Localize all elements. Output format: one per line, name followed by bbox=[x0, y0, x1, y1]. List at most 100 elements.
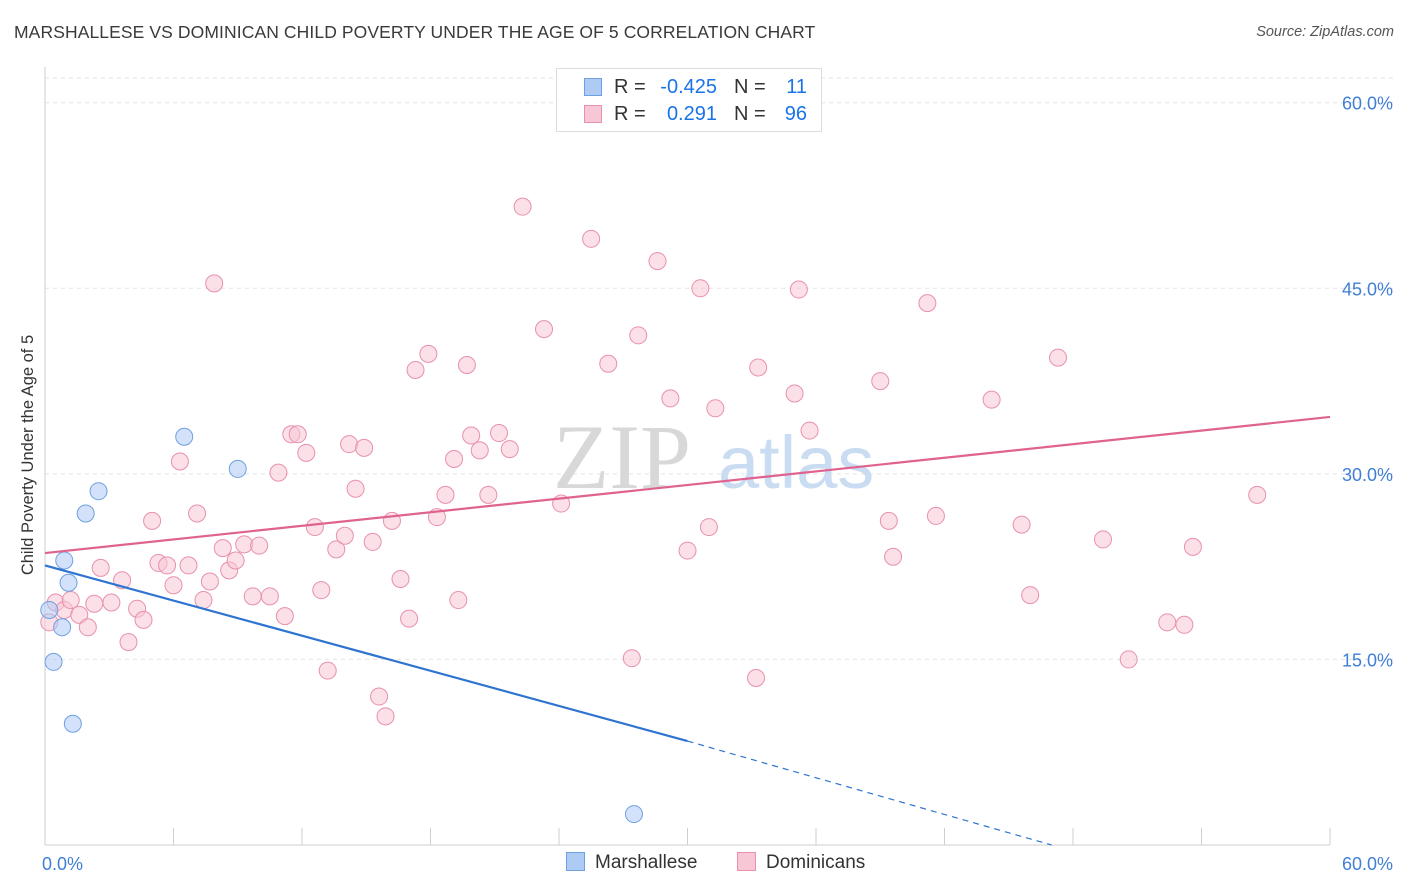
x-tick-label: 0.0% bbox=[42, 854, 83, 874]
dominicans-swatch bbox=[737, 852, 756, 871]
dominican-point bbox=[288, 425, 307, 444]
dominican-point bbox=[490, 424, 509, 443]
dominican-point bbox=[91, 558, 110, 577]
legend-item-marshallese[interactable]: Marshallese bbox=[566, 852, 697, 874]
dominican-point bbox=[205, 274, 224, 293]
dominican-point bbox=[297, 443, 316, 462]
dominican-point bbox=[119, 633, 138, 652]
dominican-point bbox=[275, 607, 294, 626]
marshallese-point bbox=[44, 652, 63, 671]
marshallese-point bbox=[89, 482, 108, 501]
y-tick-label: 30.0% bbox=[1342, 465, 1393, 485]
dominican-point bbox=[479, 485, 498, 504]
dominican-point bbox=[500, 440, 519, 459]
n-label: N = bbox=[734, 76, 766, 98]
dominican-point bbox=[134, 610, 153, 629]
dominican-point bbox=[226, 551, 245, 570]
dominican-point bbox=[749, 358, 768, 377]
marshallese-point bbox=[59, 573, 78, 592]
legend-label-dominicans: Dominicans bbox=[766, 852, 866, 873]
dominican-point bbox=[457, 356, 476, 375]
dominican-point bbox=[599, 354, 618, 373]
marshallese-point bbox=[55, 551, 74, 570]
dominican-point bbox=[235, 535, 254, 554]
data-points bbox=[40, 197, 1267, 824]
dominican-point bbox=[436, 485, 455, 504]
dominican-point bbox=[355, 438, 374, 457]
dominican-point bbox=[926, 506, 945, 525]
dominican-point bbox=[305, 518, 324, 537]
marshallese-point bbox=[40, 600, 59, 619]
grid-lines bbox=[45, 77, 1395, 660]
dominican-point bbox=[346, 479, 365, 498]
dominican-point bbox=[400, 609, 419, 628]
dominican-point bbox=[158, 556, 177, 575]
tick-labels: 15.0% 30.0% 45.0% 60.0% 0.0% 60.0% bbox=[42, 94, 1393, 874]
series-legend: Marshallese Dominicans bbox=[0, 852, 1406, 878]
legend-row-dominicans: R = 0.291 N = 96 bbox=[557, 101, 821, 129]
trend-lines bbox=[44, 415, 1331, 846]
y-axis-label: Child Poverty Under the Age of 5 bbox=[19, 335, 37, 575]
dominican-point bbox=[449, 591, 468, 610]
marshallese-swatch bbox=[566, 852, 585, 871]
dominican-point bbox=[699, 518, 718, 537]
dominican-point bbox=[70, 605, 89, 624]
dominican-point bbox=[691, 279, 710, 298]
watermark-atlas: atlas bbox=[718, 421, 874, 504]
marshallese-point bbox=[76, 504, 95, 523]
dominican-point bbox=[678, 541, 697, 560]
dominican-point bbox=[445, 450, 464, 469]
dominican-point bbox=[879, 511, 898, 530]
dominican-point bbox=[622, 649, 641, 668]
dominican-point bbox=[582, 229, 601, 248]
dominican-point bbox=[85, 594, 104, 613]
dominican-point bbox=[213, 539, 232, 558]
correlation-legend: R = -0.425 N = 11 R = 0.291 N = 96 bbox=[556, 68, 822, 132]
dominican-point bbox=[318, 661, 337, 680]
dominican-point bbox=[250, 536, 269, 555]
source-label: Source: ZipAtlas.com bbox=[1256, 24, 1394, 40]
y-tick-label: 45.0% bbox=[1342, 279, 1393, 299]
dominican-point bbox=[1248, 485, 1267, 504]
dominican-point bbox=[789, 280, 808, 299]
dominican-point bbox=[312, 581, 331, 600]
dominican-point bbox=[406, 360, 425, 379]
dominican-point bbox=[1183, 537, 1202, 556]
marshallese-swatch bbox=[584, 78, 602, 96]
n-value: 96 bbox=[784, 103, 807, 125]
dominican-point bbox=[1012, 515, 1031, 534]
dominican-point bbox=[648, 252, 667, 271]
dominican-point bbox=[164, 576, 183, 595]
dominicans-swatch bbox=[584, 105, 602, 123]
dominican-point bbox=[340, 435, 359, 454]
legend-item-dominicans[interactable]: Dominicans bbox=[737, 852, 865, 874]
dominican-point bbox=[470, 441, 489, 460]
dominican-point bbox=[102, 593, 121, 612]
dominican-point bbox=[170, 452, 189, 471]
dominican-point bbox=[370, 687, 389, 706]
legend-label-marshallese: Marshallese bbox=[595, 852, 698, 873]
dominican-point bbox=[918, 294, 937, 313]
dominican-trend-line bbox=[44, 415, 1331, 555]
dominican-point bbox=[78, 618, 97, 637]
marshallese-point bbox=[63, 714, 82, 733]
dominican-point bbox=[61, 591, 80, 610]
r-value: -0.425 bbox=[660, 76, 717, 98]
dominican-point bbox=[1175, 615, 1194, 634]
dominican-point bbox=[982, 390, 1001, 409]
marshallese-trend-line bbox=[44, 564, 688, 743]
x-tick-label: 60.0% bbox=[1342, 854, 1393, 874]
dominican-point bbox=[1021, 586, 1040, 605]
dominican-point bbox=[871, 372, 890, 391]
y-tick-label: 15.0% bbox=[1342, 650, 1393, 670]
dominican-point bbox=[419, 344, 438, 363]
dominican-point bbox=[535, 320, 554, 339]
axes bbox=[44, 67, 1331, 846]
dominican-point bbox=[661, 389, 680, 408]
dominican-point bbox=[327, 540, 346, 559]
legend-row-marshallese: R = -0.425 N = 11 bbox=[557, 74, 821, 102]
dominican-point bbox=[800, 421, 819, 440]
dominican-point bbox=[335, 526, 354, 545]
n-label: N = bbox=[734, 103, 766, 125]
dominican-point bbox=[1049, 348, 1068, 367]
